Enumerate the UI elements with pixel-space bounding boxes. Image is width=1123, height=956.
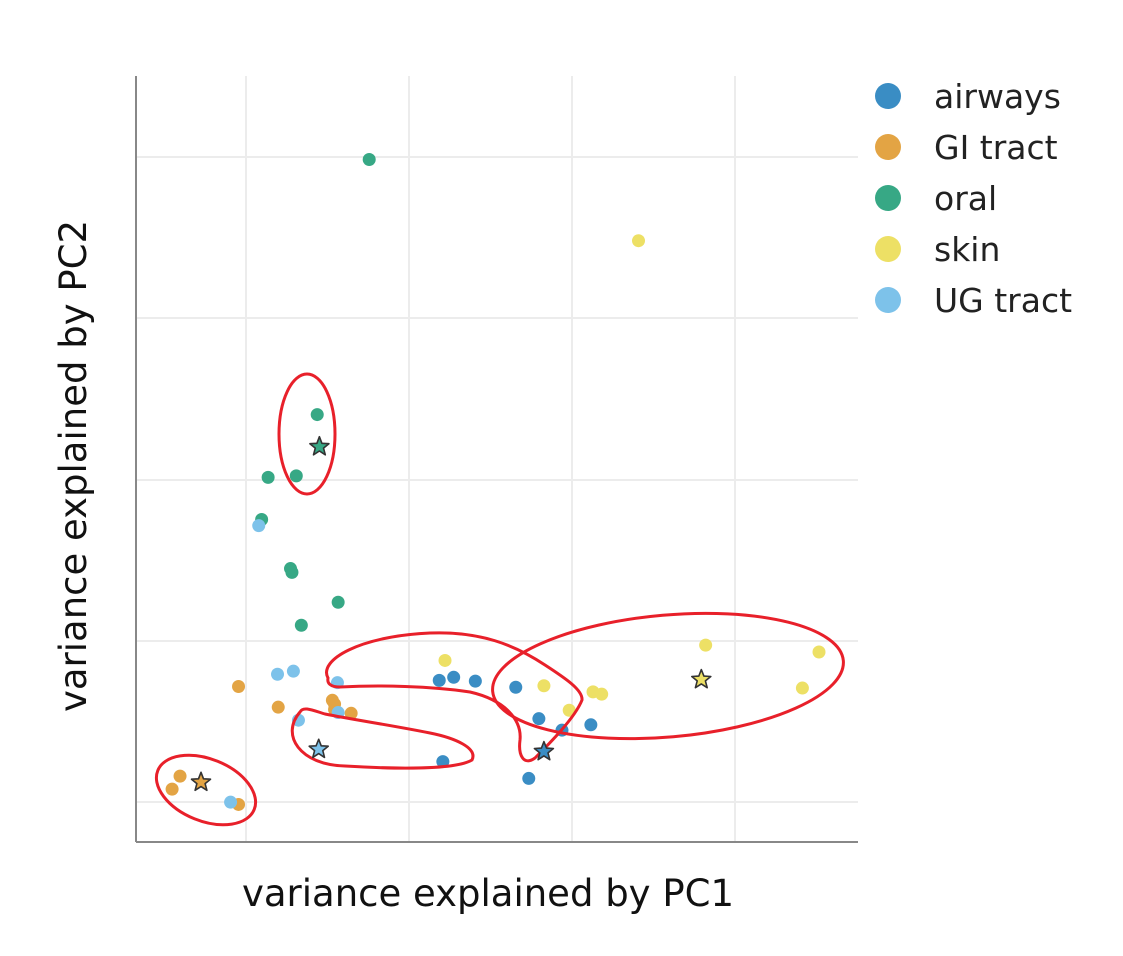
centroid-stars: [190, 435, 712, 792]
point-skin: [537, 679, 551, 693]
point-oral: [310, 408, 324, 422]
centroid-star-skin: [691, 668, 712, 689]
centroid-star-oral: [309, 435, 330, 456]
point-oral: [362, 152, 376, 166]
point-oral: [331, 595, 345, 609]
axes: [135, 76, 858, 843]
data-points: [165, 152, 826, 811]
legend-label-gi-tract: GI tract: [934, 128, 1058, 167]
point-airways: [522, 771, 536, 785]
annotation-outline-ug-tract: [290, 707, 475, 770]
point-skin: [562, 703, 576, 717]
centroid-star-gi-tract: [190, 771, 212, 792]
point-airways: [509, 680, 523, 694]
x-axis-label: variance explained by PC1: [242, 872, 734, 915]
point-ug-tract: [271, 667, 285, 681]
point-ug-tract: [252, 519, 266, 533]
point-airways: [468, 674, 482, 688]
legend-label-skin: skin: [934, 230, 1000, 269]
point-airways: [532, 712, 546, 726]
point-gi-tract: [232, 680, 246, 694]
legend-marker-gi-tract: [875, 134, 901, 160]
legend-marker-skin: [875, 236, 901, 262]
point-oral: [261, 470, 275, 484]
cluster-annotations: [154, 372, 845, 827]
legend-label-airways: airways: [934, 77, 1061, 116]
point-skin: [632, 234, 646, 248]
point-airways: [432, 673, 446, 687]
point-airways: [447, 670, 461, 684]
point-airways: [584, 718, 598, 732]
point-skin: [795, 681, 809, 695]
point-airways: [436, 755, 450, 769]
point-skin: [812, 645, 826, 659]
point-oral: [289, 469, 303, 483]
annotation-ellipse-oral: [277, 372, 337, 496]
point-skin: [438, 653, 452, 667]
legend-label-ug-tract: UG tract: [934, 281, 1072, 320]
legend-label-oral: oral: [934, 179, 997, 218]
annotation-ellipse-gi-tract: [154, 753, 258, 827]
point-ug-tract: [286, 664, 300, 678]
centroid-star-ug-tract: [308, 738, 329, 759]
point-gi-tract: [173, 769, 187, 783]
annotation-ellipse-skin: [491, 611, 845, 741]
point-ug-tract: [224, 795, 238, 809]
legend-marker-oral: [875, 185, 901, 211]
grid-lines: [136, 76, 858, 842]
point-skin: [699, 638, 713, 652]
legend-marker-ug-tract: [875, 287, 901, 313]
annotation-outline-airways: [325, 631, 584, 763]
legend-marker-airways: [875, 83, 901, 109]
point-skin: [595, 687, 609, 701]
point-gi-tract: [344, 706, 358, 720]
point-oral: [285, 565, 299, 579]
point-gi-tract: [271, 700, 285, 714]
legend: airways GI tract oral skin UG tract: [875, 77, 1072, 320]
point-gi-tract: [165, 782, 179, 796]
y-axis-label: variance explained by PC2: [52, 220, 95, 712]
point-oral: [294, 618, 308, 632]
centroid-star-airways: [533, 740, 555, 761]
